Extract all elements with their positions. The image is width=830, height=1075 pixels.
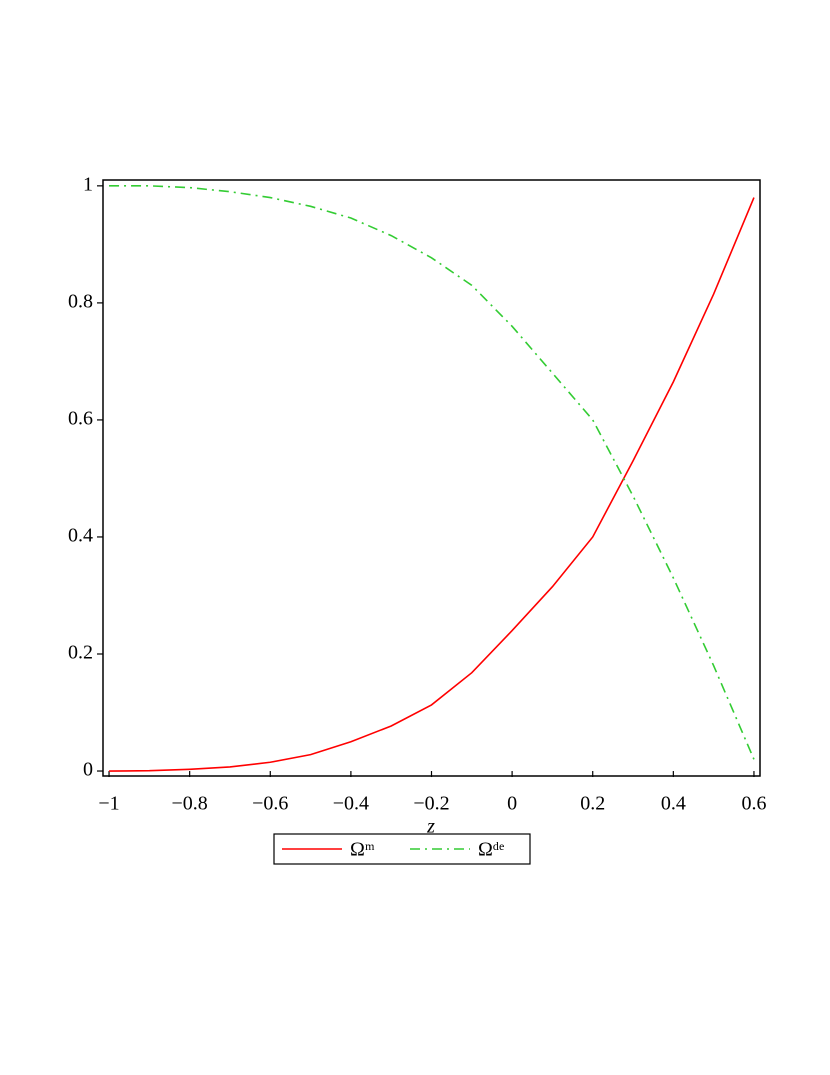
y-tick-label: 0.6	[68, 408, 93, 430]
legend-label: Ωᵈᵉ	[478, 839, 504, 861]
y-tick-label: 0.2	[68, 642, 93, 664]
x-tick-label: −0.2	[413, 793, 449, 815]
x-tick-label: 0	[507, 793, 517, 815]
y-tick-label: 0	[83, 759, 93, 781]
x-tick-label: −0.4	[333, 793, 369, 815]
x-tick-label: −0.6	[252, 793, 288, 815]
x-tick-label: 0.2	[580, 793, 605, 815]
y-tick-label: 0.8	[68, 290, 93, 312]
plot-frame	[102, 179, 761, 777]
series-line	[109, 185, 755, 760]
x-tick-label: 0.6	[741, 793, 766, 815]
legend-label: Ωᵐ	[350, 839, 375, 861]
y-tick-label: 1	[83, 173, 93, 195]
x-tick-label: −1	[98, 793, 119, 815]
x-tick-label: −0.8	[172, 793, 208, 815]
x-axis-label: z	[426, 816, 435, 838]
x-tick-label: 0.4	[661, 793, 686, 815]
y-tick-label: 0.4	[68, 525, 93, 547]
series-line	[109, 197, 755, 772]
